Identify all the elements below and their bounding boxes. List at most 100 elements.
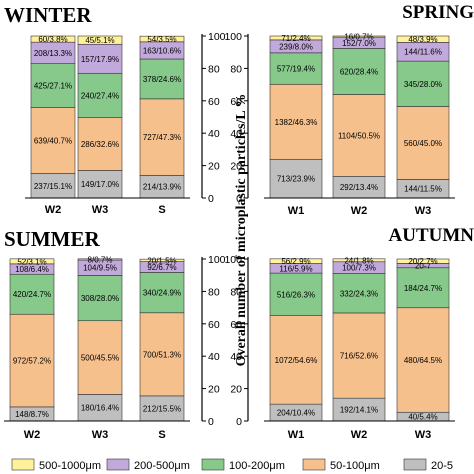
segment-label: 157/17.9% bbox=[81, 55, 119, 64]
panels-layer: WINTER 237/15.1% 639/40.7% 425/27.1% 208/13.… bbox=[4, 2, 474, 441]
bar-segment-100-200 bbox=[77, 275, 123, 322]
category-label: W2 bbox=[45, 204, 62, 216]
segment-label: 192/14.1% bbox=[340, 406, 378, 415]
bar-segment-500-1000 bbox=[139, 35, 185, 43]
bar-segment-20-50 bbox=[30, 173, 76, 199]
segment-label: 100/7.3% bbox=[342, 264, 376, 273]
bar-segment-50-100 bbox=[139, 98, 185, 176]
segment-label: 56/2.9% bbox=[281, 257, 310, 266]
bar-segment-100-200 bbox=[139, 272, 185, 314]
stacked-bar-w2: 292/13.4% 1104/50.5% 620/28.4% 152/7.0%16/0… bbox=[332, 33, 386, 199]
segment-label: 480/64.5% bbox=[404, 356, 442, 365]
segment-label: 286/32.6% bbox=[81, 140, 119, 149]
y-axis-3: 0 20 40 60 80 100 bbox=[201, 254, 226, 428]
y-tick-label: 20 bbox=[230, 161, 242, 173]
segment-label: 40/5.4% bbox=[408, 413, 437, 422]
bar-segment-50-100 bbox=[269, 83, 323, 160]
category-label: S bbox=[158, 204, 165, 216]
y-tick-label: 20 bbox=[230, 384, 242, 396]
segment-label: 208/13.3% bbox=[34, 49, 72, 58]
bar-segment-500-1000 bbox=[77, 35, 123, 45]
stacked-bar-w2: 148/8.7% 972/57.2% 420/24.7% 108/6.4%52/3.1… bbox=[9, 257, 55, 422]
bar-segment-20-50 bbox=[139, 395, 185, 422]
segment-label: 144/11.5% bbox=[404, 185, 442, 194]
bar-segment-100-200 bbox=[30, 63, 76, 108]
bar-segment-50-100 bbox=[269, 315, 323, 405]
segment-label: 60/3.8% bbox=[38, 35, 67, 44]
bar-segment-100-200 bbox=[332, 48, 386, 95]
y-tick-label: 60 bbox=[208, 319, 220, 331]
segment-label: 1072/54.6% bbox=[275, 356, 318, 365]
y-tick-label: 0 bbox=[208, 416, 214, 428]
category-label: S bbox=[158, 429, 165, 441]
legend-item-200-500: 200-500μm bbox=[106, 458, 190, 472]
legend-item-100-200: 100-200μm bbox=[201, 458, 285, 472]
panel-winter: WINTER 237/15.1% 639/40.7% 425/27.1% 208/13.… bbox=[4, 3, 190, 216]
segment-label: 24/1.8% bbox=[344, 256, 373, 265]
segment-label: 500/45.5% bbox=[81, 354, 119, 363]
segment-label: 332/24.3% bbox=[340, 289, 378, 298]
bar-segment-100-200 bbox=[396, 60, 450, 107]
segment-label: 716/52.6% bbox=[340, 352, 378, 361]
bar-segment-500-1000 bbox=[269, 35, 323, 41]
bar-segment-50-100 bbox=[396, 106, 450, 180]
y-tick-label: 40 bbox=[208, 128, 220, 140]
panel-title: SPRING bbox=[402, 2, 474, 23]
y-tick-label: 80 bbox=[208, 63, 220, 75]
segment-label: 240/27.4% bbox=[81, 91, 119, 100]
category-label: W2 bbox=[351, 429, 368, 441]
segment-label: 116/5.9% bbox=[279, 264, 312, 273]
bar-segment-500-1000 bbox=[139, 258, 185, 262]
stacked-bar-w3: 149/17.0% 286/32.6% 240/27.4% 157/17.9% 45/5… bbox=[77, 35, 123, 199]
legend-swatch bbox=[201, 458, 225, 471]
segment-label: 345/28.0% bbox=[404, 80, 442, 89]
legend-label: 100-200μm bbox=[229, 460, 285, 472]
segment-label: 20/1.5% bbox=[147, 256, 176, 265]
bar-segment-50-100 bbox=[139, 312, 185, 397]
bar-segment-50-100 bbox=[30, 107, 76, 174]
category-label: W1 bbox=[288, 429, 305, 441]
stacked-bar-s: 212/15.5% 700/51.3% 340/24.9% 92/6.7%20/1.5… bbox=[139, 256, 185, 422]
bar-segment-50-100 bbox=[396, 307, 450, 413]
segment-label: 700/51.3% bbox=[143, 350, 181, 359]
segment-label: 92/6.7% bbox=[147, 263, 176, 272]
legend-layer: 500-1000μm 200-500μm 100-200μm 50-100μm 20-5 bbox=[11, 458, 453, 472]
legend-swatch bbox=[403, 458, 427, 471]
segment-label: 184/24.7% bbox=[404, 284, 442, 293]
bar-segment-500-1000 bbox=[30, 35, 76, 43]
panel-title: SUMMER bbox=[4, 227, 100, 251]
segment-label: 54/3.5% bbox=[147, 35, 176, 44]
bar-segment-100-200 bbox=[332, 273, 386, 314]
legend-label: 500-1000μm bbox=[39, 460, 101, 472]
panel-autumn: AUTUMN 204/10.4% 1072/54.6% 516/26.3% 116/5.… bbox=[264, 225, 474, 441]
bar-segment-500-1000 bbox=[396, 35, 450, 43]
segment-label: 292/13.4% bbox=[340, 183, 378, 192]
legend-item-50-100: 50-100μm bbox=[302, 458, 380, 472]
segment-label: 340/24.9% bbox=[143, 289, 181, 298]
category-label: W1 bbox=[288, 205, 305, 217]
legend-item-20-50: 20-5 bbox=[403, 458, 453, 472]
bar-segment-50-100 bbox=[9, 313, 55, 408]
legend-label: 50-100μm bbox=[330, 460, 380, 472]
y-tick-label: 100 bbox=[224, 31, 242, 43]
segment-label: 45/5.1% bbox=[85, 36, 114, 45]
category-label: W3 bbox=[92, 429, 109, 441]
bar-segment-500-1000 bbox=[396, 258, 450, 264]
category-label: W3 bbox=[92, 204, 109, 216]
segment-label: 204/10.4% bbox=[277, 409, 315, 418]
bar-segment-500-1000 bbox=[9, 258, 55, 265]
segment-label: 214/13.9% bbox=[143, 183, 181, 192]
segment-label: 972/57.2% bbox=[13, 357, 51, 366]
segment-label: 239/8.0% bbox=[279, 42, 313, 51]
y-tick-label: 40 bbox=[230, 351, 242, 363]
stacked-bar-w3: 144/11.5% 560/45.0% 345/28.0% 144/11.6% 48/3… bbox=[396, 35, 450, 199]
segment-label: 1382/46.3% bbox=[275, 118, 318, 127]
y-tick-label: 20 bbox=[208, 161, 220, 173]
stacked-bar-s: 214/13.9% 727/47.3% 378/24.6% 163/10.6% 54/3… bbox=[139, 35, 185, 199]
y-tick-label: 80 bbox=[208, 286, 220, 298]
segment-label: 152/7.0% bbox=[342, 39, 376, 48]
bar-segment-500-1000 bbox=[332, 35, 386, 38]
y-tick-label: 100 bbox=[208, 254, 226, 266]
y-tick-label: 40 bbox=[230, 128, 242, 140]
y-axis-title: Overall number of microplastic particles… bbox=[234, 94, 249, 367]
